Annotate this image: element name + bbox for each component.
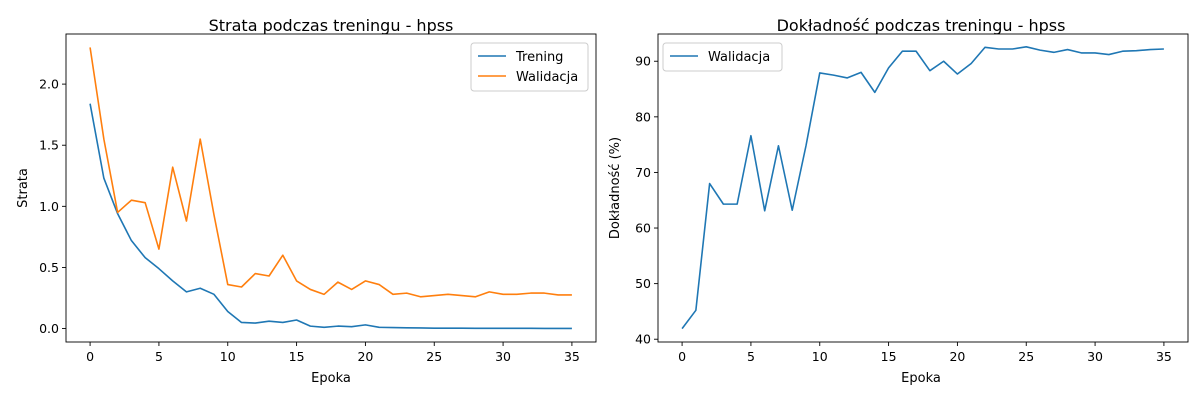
loss-x-tick-label: 30 xyxy=(495,349,511,364)
loss-y-tick-label: 1.0 xyxy=(39,199,59,214)
loss-x-tick-label: 25 xyxy=(426,349,442,364)
loss-axes-frame xyxy=(65,33,597,343)
loss-legend-label-walidacja: Walidacja xyxy=(516,70,578,85)
loss-y-axis-label: Strata xyxy=(16,168,31,208)
accuracy-x-tick-label: 15 xyxy=(881,349,897,364)
loss-y-tick-label: 0.0 xyxy=(39,321,59,336)
loss-x-tick-label: 35 xyxy=(564,349,580,364)
accuracy-y-tick-label: 70 xyxy=(635,165,651,180)
accuracy-legend-box xyxy=(662,42,783,72)
accuracy-y-tick-label: 60 xyxy=(635,221,651,236)
loss-legend-box xyxy=(470,42,589,92)
accuracy-axes-spines xyxy=(657,33,1189,343)
loss-x-tick-label: 10 xyxy=(220,349,236,364)
accuracy-x-tick-label: 0 xyxy=(678,349,686,364)
accuracy-series-line-walidacja xyxy=(681,45,1164,330)
accuracy-x-tick-label: 25 xyxy=(1018,349,1034,364)
accuracy-x-tick-label: 20 xyxy=(949,349,965,364)
accuracy-y-tick-label: 40 xyxy=(635,332,651,347)
accuracy-series-lines xyxy=(681,45,1164,330)
loss-chart: Strata podczas treningu - hpss 0 5 10 15 20 2… xyxy=(16,16,597,386)
accuracy-x-tick-label: 10 xyxy=(812,349,828,364)
accuracy-y-axis-label: Dokładność (%) xyxy=(608,137,623,239)
loss-series-line-walidacja xyxy=(89,47,572,298)
accuracy-chart-title: Dokładność podczas treningu - hpss xyxy=(777,16,1066,35)
loss-x-axis-label: Epoka xyxy=(311,371,351,386)
loss-x-tick-label: 20 xyxy=(357,349,373,364)
accuracy-x-ticks: 0 5 10 15 20 25 30 35 xyxy=(678,342,1172,364)
loss-x-ticks: 0 5 10 15 20 25 30 35 xyxy=(86,342,580,364)
accuracy-y-tick-label: 50 xyxy=(635,276,651,291)
loss-chart-title: Strata podczas treningu - hpss xyxy=(209,16,454,35)
accuracy-plot-area xyxy=(658,34,1188,342)
accuracy-legend: Walidacja xyxy=(662,42,783,72)
accuracy-x-tick-label: 35 xyxy=(1156,349,1172,364)
accuracy-y-tick-label: 80 xyxy=(635,109,651,124)
accuracy-x-tick-label: 5 xyxy=(747,349,755,364)
loss-y-tick-label: 0.5 xyxy=(39,260,59,275)
loss-y-ticks: 0.0 0.5 1.0 1.5 2.0 xyxy=(39,77,66,336)
loss-x-tick-label: 5 xyxy=(155,349,163,364)
loss-x-tick-label: 15 xyxy=(289,349,305,364)
accuracy-plot-background xyxy=(658,34,1188,342)
accuracy-x-axis-label: Epoka xyxy=(901,371,941,386)
accuracy-legend-label-walidacja: Walidacja xyxy=(708,50,770,65)
loss-series-lines xyxy=(89,47,572,330)
loss-axes-spines xyxy=(65,33,597,343)
loss-legend: Trening Walidacja xyxy=(470,42,589,92)
accuracy-chart: Dokładność podczas treningu - hpss 0 5 10 1… xyxy=(608,16,1189,386)
loss-series-line-trening xyxy=(89,103,572,330)
accuracy-axes-frame xyxy=(657,33,1189,343)
accuracy-x-tick-label: 30 xyxy=(1087,349,1103,364)
loss-y-tick-label: 1.5 xyxy=(39,138,59,153)
accuracy-y-tick-label: 90 xyxy=(635,54,651,69)
loss-y-tick-label: 2.0 xyxy=(39,77,59,92)
loss-legend-label-trening: Trening xyxy=(515,50,563,65)
accuracy-y-ticks: 40 50 60 70 80 90 xyxy=(635,54,658,347)
loss-x-tick-label: 0 xyxy=(86,349,94,364)
